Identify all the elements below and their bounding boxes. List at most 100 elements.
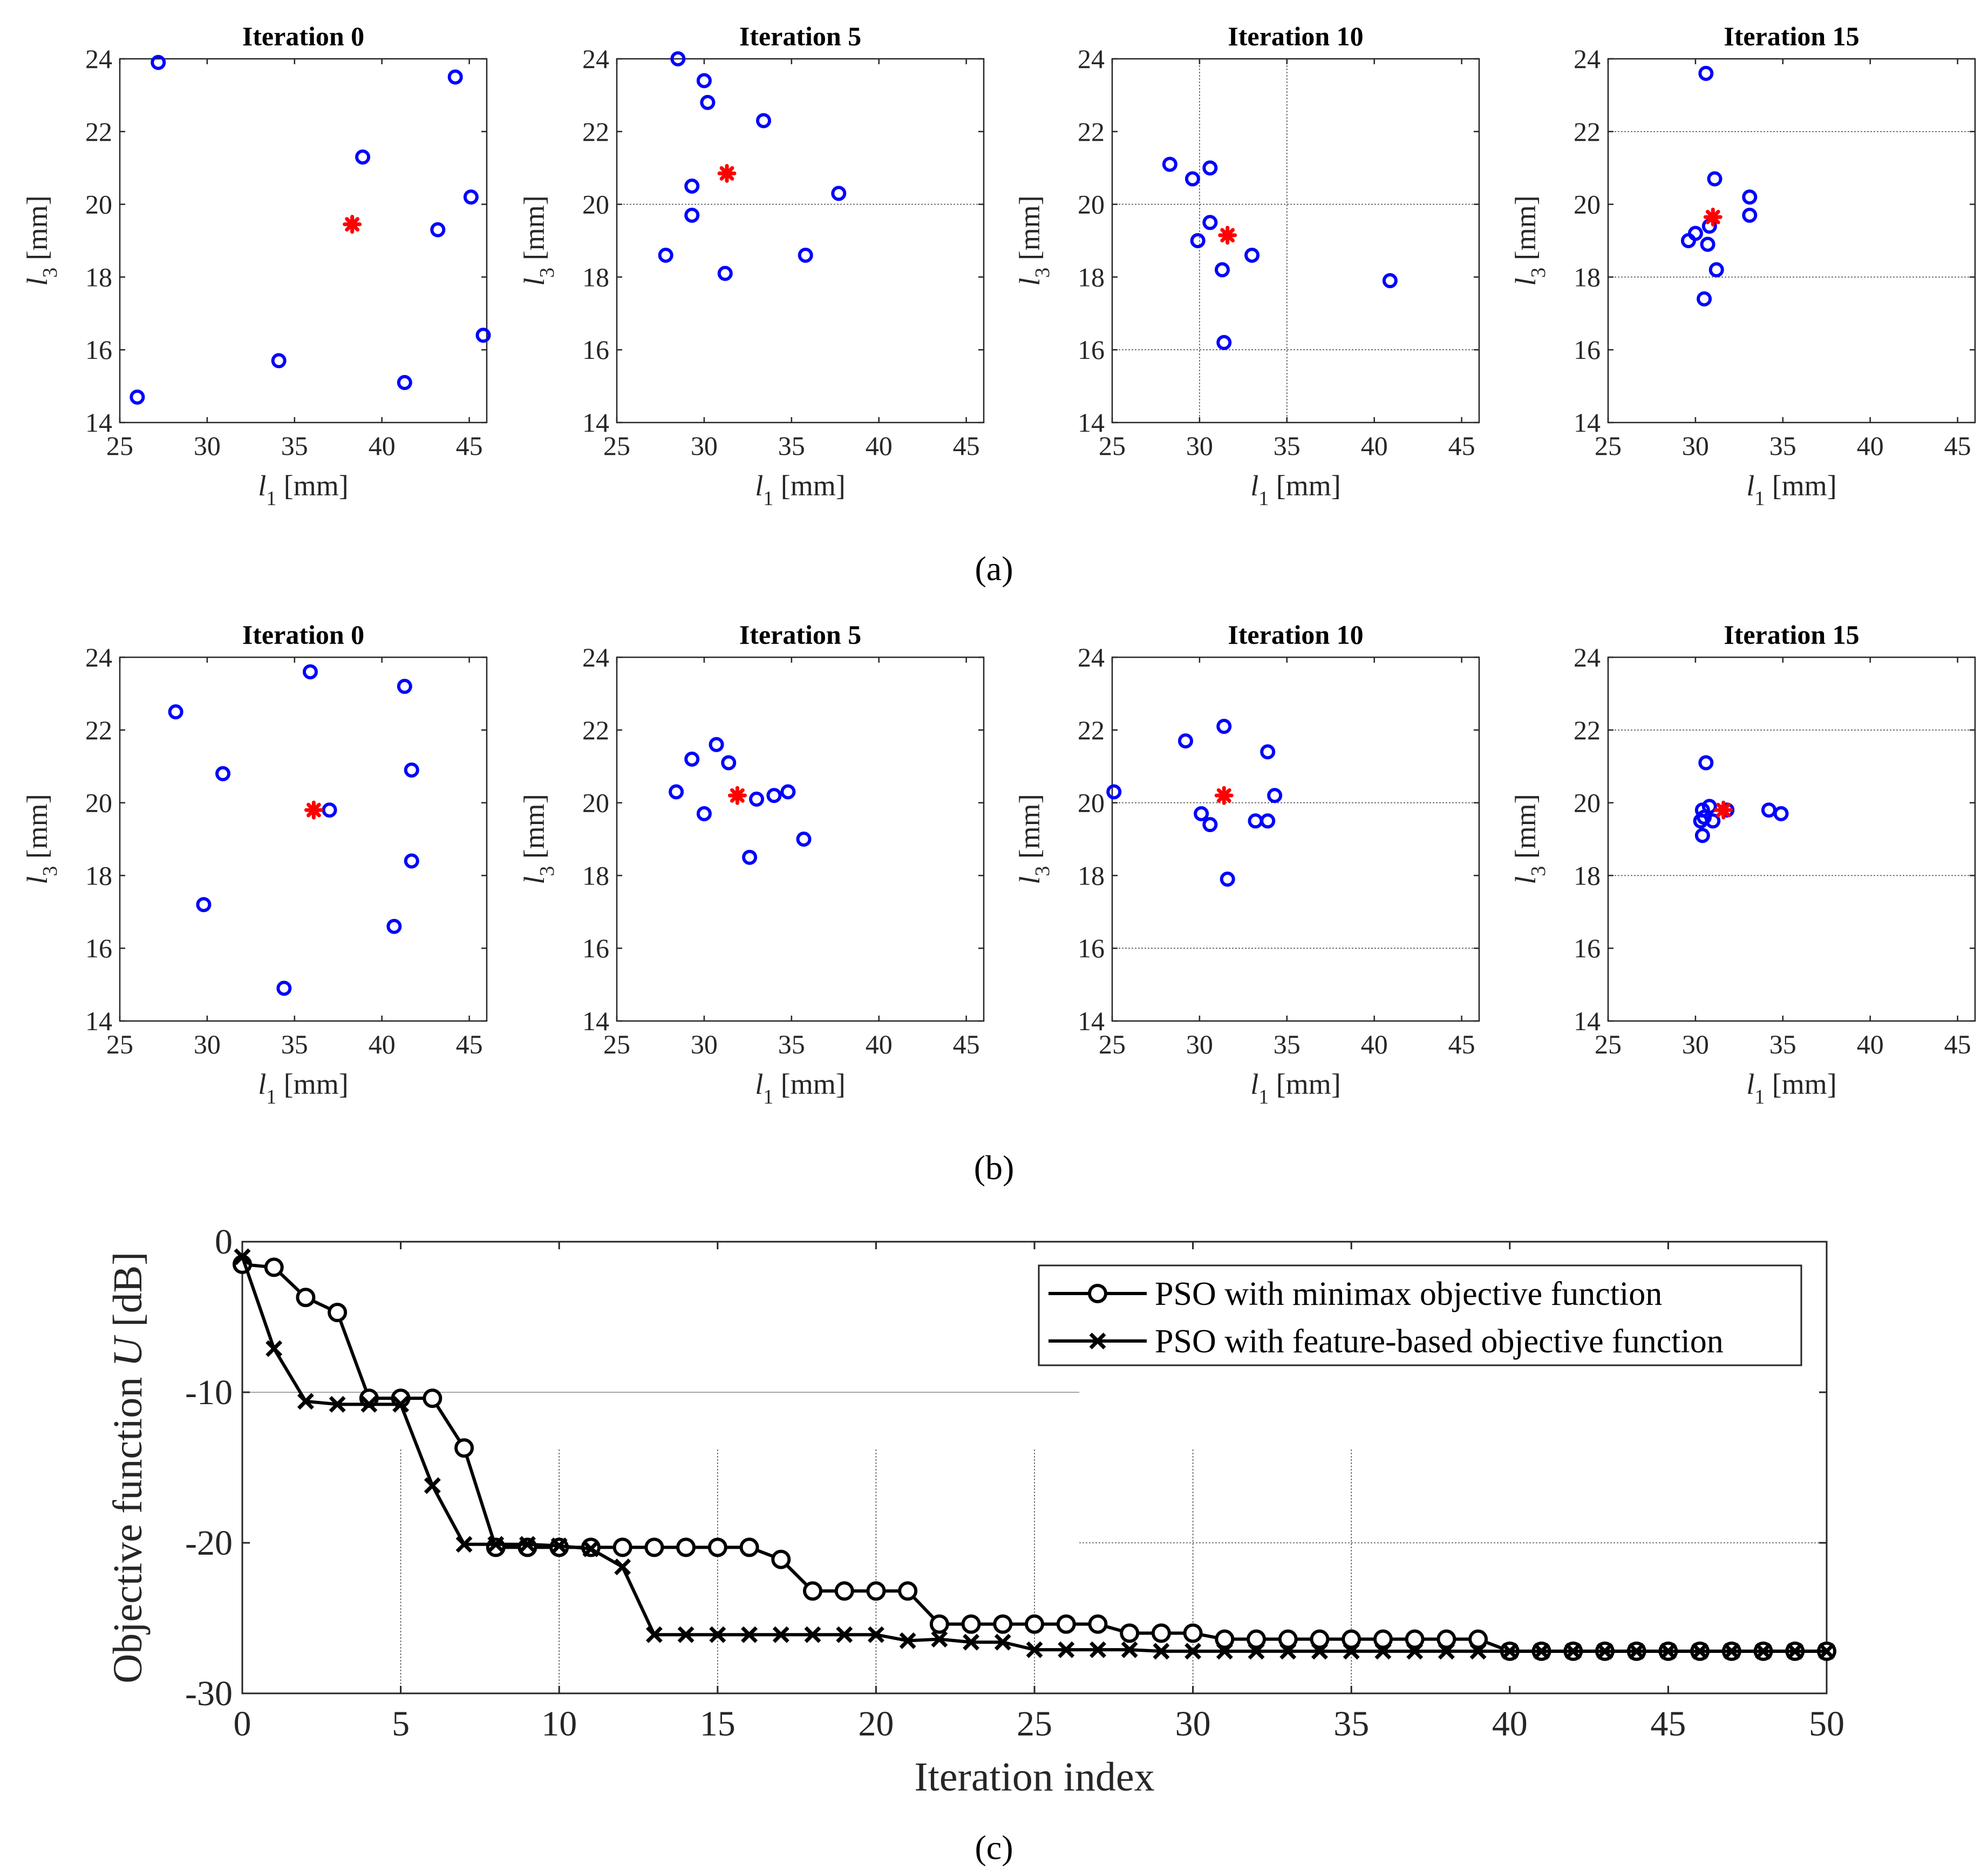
- data-point: [614, 1558, 631, 1576]
- particle-marker: [1178, 733, 1193, 749]
- data-point: [1533, 1643, 1550, 1660]
- data-point: [1373, 1629, 1393, 1649]
- particle-marker: [447, 69, 463, 85]
- y-tick-label: 18: [582, 860, 609, 890]
- y-axis-label: l3 [mm]: [1013, 794, 1054, 884]
- data-point: [1311, 1643, 1328, 1660]
- particle-marker: [709, 737, 724, 752]
- x-tick-label: 35: [1769, 1029, 1796, 1059]
- x-tick-label: 40: [1857, 1029, 1884, 1059]
- particle-marker: [684, 178, 700, 194]
- data-point: [867, 1626, 884, 1643]
- x-tick-label: 25: [1099, 1029, 1126, 1059]
- data-point: [1120, 1623, 1140, 1643]
- particle-marker: [670, 51, 686, 66]
- data-point: [834, 1581, 854, 1601]
- data-point: [264, 1257, 284, 1277]
- x-tick-label: 25: [1017, 1704, 1052, 1744]
- data-point: [360, 1396, 378, 1413]
- y-tick-label: 24: [1574, 642, 1601, 672]
- y-tick-label: 24: [85, 642, 112, 672]
- y-tick-label: 18: [85, 860, 112, 890]
- data-point: [1088, 1614, 1108, 1634]
- particle-marker: [1267, 788, 1283, 804]
- particle-marker: [1260, 744, 1276, 760]
- particle-marker: [756, 113, 771, 128]
- data-point: [1691, 1643, 1708, 1660]
- data-point: [454, 1438, 474, 1458]
- legend: PSO with minimax objective function PSO w…: [1038, 1264, 1802, 1366]
- particle-marker: [404, 762, 419, 778]
- particle-marker: [780, 784, 796, 800]
- particle-marker: [1202, 817, 1218, 833]
- data-point: [1056, 1614, 1076, 1634]
- data-point: [1374, 1643, 1392, 1660]
- x-tick-label: 40: [1361, 1029, 1388, 1059]
- data-point: [1342, 1629, 1361, 1649]
- data-point: [550, 1537, 568, 1555]
- y-tick-label: 14: [582, 407, 609, 438]
- x-tick-label: 30: [691, 1029, 718, 1059]
- data-point: [963, 1633, 980, 1651]
- x-tick-label: 35: [778, 1029, 805, 1059]
- data-point: [1659, 1643, 1677, 1660]
- data-point: [1468, 1629, 1488, 1649]
- y-tick-label: 14: [1574, 407, 1601, 438]
- x-tick-label: 35: [281, 1029, 308, 1059]
- particle-marker: [796, 832, 812, 847]
- data-point: [234, 1248, 251, 1265]
- y-tick-label: 22: [582, 117, 609, 147]
- x-tick-label: 40: [1361, 431, 1388, 461]
- data-point: [931, 1631, 948, 1648]
- data-point: [741, 1626, 758, 1643]
- data-point: [1089, 1641, 1106, 1658]
- scatter-panels: 25 30 35 40 45 14 16 18 20 22 24 Iteration 0 l1 [mm]…: [21, 21, 1976, 1108]
- particle-marker: [430, 222, 446, 237]
- particle-marker: [1202, 160, 1218, 176]
- data-point: [265, 1340, 283, 1357]
- axes-box: [616, 656, 985, 1022]
- y-tick-label: 18: [582, 262, 609, 292]
- global-best-marker: [717, 164, 737, 183]
- particle-marker: [1248, 813, 1263, 829]
- x-tick-label: 25: [1595, 1029, 1622, 1059]
- panel-label-a: (a): [975, 549, 1013, 588]
- particle-marker: [1698, 755, 1714, 771]
- data-point: [1406, 1643, 1424, 1660]
- x-tick-label: 30: [1682, 431, 1709, 461]
- scatter-subplot-b-1: 25 30 35 40 45 14 16 18 20 22 24 Iteration 5 l1 [mm]…: [518, 620, 985, 1108]
- data-point: [993, 1614, 1013, 1634]
- particle-marker: [276, 981, 292, 996]
- particle-marker: [669, 784, 684, 800]
- particle-marker: [130, 389, 145, 405]
- data-point: [1310, 1629, 1330, 1649]
- y-tick-label: 20: [85, 788, 112, 818]
- particle-marker: [397, 678, 412, 694]
- particle-marker: [1382, 273, 1398, 289]
- particle-marker: [1220, 872, 1235, 887]
- particle-marker: [196, 897, 212, 913]
- x-tick-label: 45: [1650, 1704, 1686, 1744]
- data-point: [1153, 1643, 1170, 1660]
- data-point: [677, 1626, 695, 1643]
- particle-marker: [1194, 806, 1209, 821]
- y-axis-label: l3 [mm]: [518, 794, 559, 884]
- data-point: [1278, 1629, 1298, 1649]
- data-point: [392, 1396, 410, 1413]
- y-tick-label: 16: [1078, 335, 1105, 365]
- x-tick-label: 25: [1595, 431, 1622, 461]
- particle-marker: [1761, 802, 1776, 818]
- data-point: [1818, 1643, 1835, 1660]
- x-tick-label: 25: [106, 1029, 133, 1059]
- scatter-subplot-a-0: 25 30 35 40 45 14 16 18 20 22 24 Iteration 0 l1 [mm]…: [21, 21, 491, 510]
- x-tick-label: 40: [1492, 1704, 1528, 1744]
- x-tick-label: 25: [106, 431, 133, 461]
- axes-box: [119, 656, 488, 1022]
- data-point: [1279, 1643, 1297, 1660]
- x-tick-label: 30: [194, 1029, 221, 1059]
- y-tick-label: 24: [1078, 642, 1105, 672]
- x-tick-label: 10: [541, 1704, 577, 1744]
- particle-marker: [1700, 236, 1715, 252]
- scatter-subplot-b-2: 25 30 35 40 45 14 16 18 20 22 24 Iteration 10 l1 [mm…: [1013, 620, 1480, 1108]
